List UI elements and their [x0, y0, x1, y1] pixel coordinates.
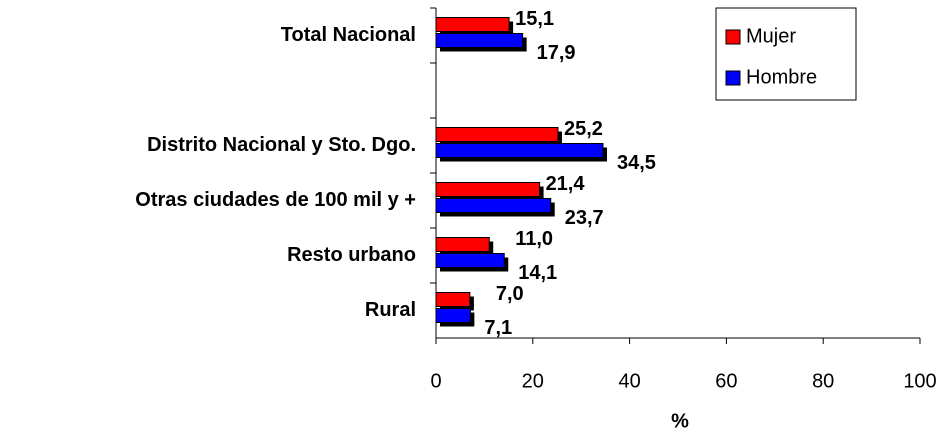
y-tick-label: Rural [365, 299, 416, 321]
x-tick-label: 0 [430, 370, 441, 392]
bar [435, 127, 559, 142]
y-tick-label: Distrito Nacional y Sto. Dgo. [147, 134, 416, 156]
legend-swatch [725, 29, 741, 45]
data-label: 25,2 [564, 118, 603, 140]
data-label: 11,0 [515, 228, 553, 250]
data-label: 7,1 [484, 317, 512, 339]
bar [435, 237, 490, 252]
bar [435, 198, 552, 213]
bar [435, 308, 471, 323]
bar [435, 182, 541, 197]
x-tick-label: 80 [812, 370, 834, 392]
legend-swatch [725, 70, 741, 86]
data-label: 17,9 [537, 42, 576, 64]
x-tick-label: 60 [715, 370, 737, 392]
y-tick-label: Otras ciudades de 100 mil y + [135, 189, 416, 211]
y-tick-label: Total Nacional [281, 24, 416, 46]
data-label: 34,5 [617, 152, 656, 174]
bar [435, 292, 471, 307]
bar [435, 253, 505, 268]
x-tick-label: 100 [903, 370, 936, 392]
data-label: 14,1 [518, 262, 557, 284]
bar [435, 33, 524, 48]
legend-label: Hombre [746, 66, 817, 88]
x-axis-label: % [671, 410, 689, 432]
legend-label: Mujer [746, 25, 796, 47]
y-tick-label: Resto urbano [287, 244, 416, 266]
bar [435, 17, 510, 32]
data-label: 7,0 [496, 283, 524, 305]
data-label: 21,4 [546, 173, 586, 195]
data-label: 23,7 [565, 207, 604, 229]
bar [435, 143, 604, 158]
data-label: 15,1 [515, 8, 554, 30]
x-tick-label: 40 [618, 370, 640, 392]
x-tick-label: 20 [522, 370, 544, 392]
